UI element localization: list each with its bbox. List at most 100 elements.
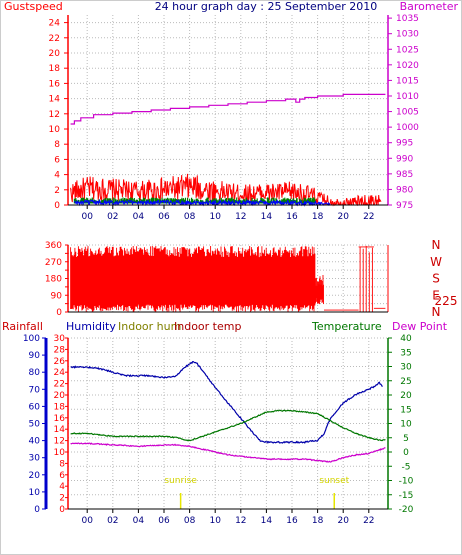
humidity-axis-tick-label: 70 [29, 385, 41, 395]
rainfall-axis-tick-label: 12 [54, 437, 65, 447]
humidity-axis-tick-label: 40 [29, 437, 41, 447]
baro-axis-tick-label: 980 [396, 185, 413, 195]
wind-direction-marks [70, 245, 386, 312]
gust-axis-tick-label: 16 [49, 79, 61, 89]
temperature-axis-tick-label: 0 [403, 448, 409, 458]
gust-axis-tick-label: 22 [49, 34, 60, 44]
x-tick-label: 04 [133, 516, 145, 526]
wind-direction-series [70, 245, 386, 312]
temp-hum-axes: 0102030405060708090100024681012141618202… [23, 334, 414, 526]
humidity-axis-tick-label: 50 [29, 420, 41, 430]
baro-axis-tick-label: 985 [396, 170, 413, 180]
winddir-axis-tick-label: 180 [45, 275, 62, 285]
gust-axis-tick-label: 20 [49, 49, 61, 59]
dew-point-label: Dew Point [392, 320, 448, 333]
gust-axis-tick-label: 10 [49, 125, 61, 135]
rainfall-axis-tick-label: 24 [54, 368, 66, 378]
rainfall-axis-tick-label: 8 [59, 459, 65, 469]
temperature-series-line [70, 409, 386, 442]
temperature-axis-tick-label: 10 [400, 420, 412, 430]
baro-axis-tick-label: 1015 [396, 76, 419, 86]
humidity-axis-tick-label: 60 [29, 402, 41, 412]
humidity-axis-tick-label: 30 [29, 454, 41, 464]
x-tick-label: 10 [209, 516, 221, 526]
winddir-axis-tick-label: 0 [56, 308, 62, 318]
wind-baro-axes: 0246810121416182022249759809859909951000… [49, 14, 420, 222]
temperature-axis-tick-label: -5 [402, 462, 411, 472]
baro-axis-tick-label: 1035 [396, 14, 419, 24]
temperature-axis-tick-label: 40 [400, 334, 412, 344]
gust-axis-tick-label: 2 [54, 186, 60, 196]
rainfall-axis-tick-label: 16 [54, 414, 66, 424]
x-tick-label: 08 [184, 516, 196, 526]
x-tick-label: 18 [312, 516, 324, 526]
x-tick-label: 10 [209, 212, 221, 222]
temperature-axis-tick-label: 15 [400, 405, 411, 415]
temperature-axis-tick-label: 35 [400, 348, 411, 358]
wind-direction-current-value: 225 [435, 294, 458, 308]
temperature-axis-tick-label: 20 [400, 391, 412, 401]
x-tick-label: 22 [363, 212, 374, 222]
sunset-label: sunset [319, 476, 349, 486]
rainfall-label: Rainfall [2, 320, 43, 333]
humidity-series-line [70, 360, 383, 444]
temperature-axis-tick-label: 30 [400, 363, 412, 373]
x-tick-label: 16 [286, 516, 298, 526]
x-tick-label: 00 [81, 212, 93, 222]
rainfall-axis-tick-label: 0 [59, 505, 65, 515]
x-tick-label: 02 [107, 516, 118, 526]
rainfall-axis-tick-label: 28 [54, 345, 66, 355]
x-tick-label: 14 [261, 516, 273, 526]
x-tick-label: 00 [81, 516, 93, 526]
indoor-temp-label: Indoor temp [174, 320, 241, 333]
x-tick-label: 18 [312, 212, 324, 222]
baro-axis-tick-label: 1025 [396, 45, 419, 55]
baro-axis-tick-label: 1000 [396, 123, 419, 133]
temperature-axis-tick-label: 5 [403, 434, 409, 444]
x-tick-label: 02 [107, 212, 118, 222]
rainfall-axis-tick-label: 4 [59, 482, 65, 492]
gust-axis-tick-label: 18 [49, 64, 61, 74]
temp-hum-panel: sunrise sunset 01020304050607080901000246… [2, 320, 448, 526]
rainfall-axis-tick-label: 10 [54, 448, 66, 458]
compass-label: N [432, 238, 441, 252]
rainfall-axis-tick-label: 30 [54, 334, 66, 344]
compass-label: N [432, 305, 441, 319]
temperature-label: Temperature [311, 320, 382, 333]
baro-axis-tick-label: 975 [396, 201, 413, 211]
rainfall-axis-tick-label: 20 [54, 391, 66, 401]
barometer-series-line [70, 93, 386, 125]
gust-axis-tick-label: 14 [49, 95, 61, 105]
humidity-axis-tick-label: 90 [29, 351, 41, 361]
x-tick-label: 12 [235, 212, 246, 222]
rainfall-axis-tick-label: 18 [54, 402, 66, 412]
temperature-axis-tick-label: -20 [399, 505, 414, 515]
gust-axis-tick-label: 24 [49, 19, 61, 29]
barometer-label: Barometer [400, 0, 459, 13]
temperature-axis-tick-label: -15 [399, 491, 414, 501]
chart-title: 24 hour graph day : 25 September 2010 [155, 0, 378, 13]
humidity-axis-tick-label: 0 [34, 505, 40, 515]
indoor-hum-label: Indoor hum [118, 320, 181, 333]
wind-series-line [73, 198, 331, 207]
compass-label: E [432, 288, 440, 302]
wind-baro-grid [68, 15, 388, 206]
x-tick-label: 08 [184, 212, 196, 222]
rainfall-axis-tick-label: 6 [59, 471, 65, 481]
temperature-axis-tick-label: -10 [399, 477, 414, 487]
dew-series-line [70, 442, 386, 463]
x-tick-label: 04 [133, 212, 145, 222]
humidity-axis-tick-label: 100 [23, 334, 40, 344]
baro-axis-tick-label: 1020 [396, 61, 419, 71]
x-tick-label: 16 [286, 212, 298, 222]
sunrise-label: sunrise [164, 476, 197, 486]
baro-axis-tick-label: 1030 [396, 30, 419, 40]
winddir-axis-tick-label: 90 [51, 291, 63, 301]
rainfall-axis-tick-label: 26 [54, 357, 66, 367]
gust-axis-tick-label: 4 [54, 171, 60, 181]
compass-label: S [432, 272, 440, 286]
baro-axis-tick-label: 990 [396, 154, 413, 164]
temp-hum-marks: sunrise sunset [70, 360, 386, 509]
